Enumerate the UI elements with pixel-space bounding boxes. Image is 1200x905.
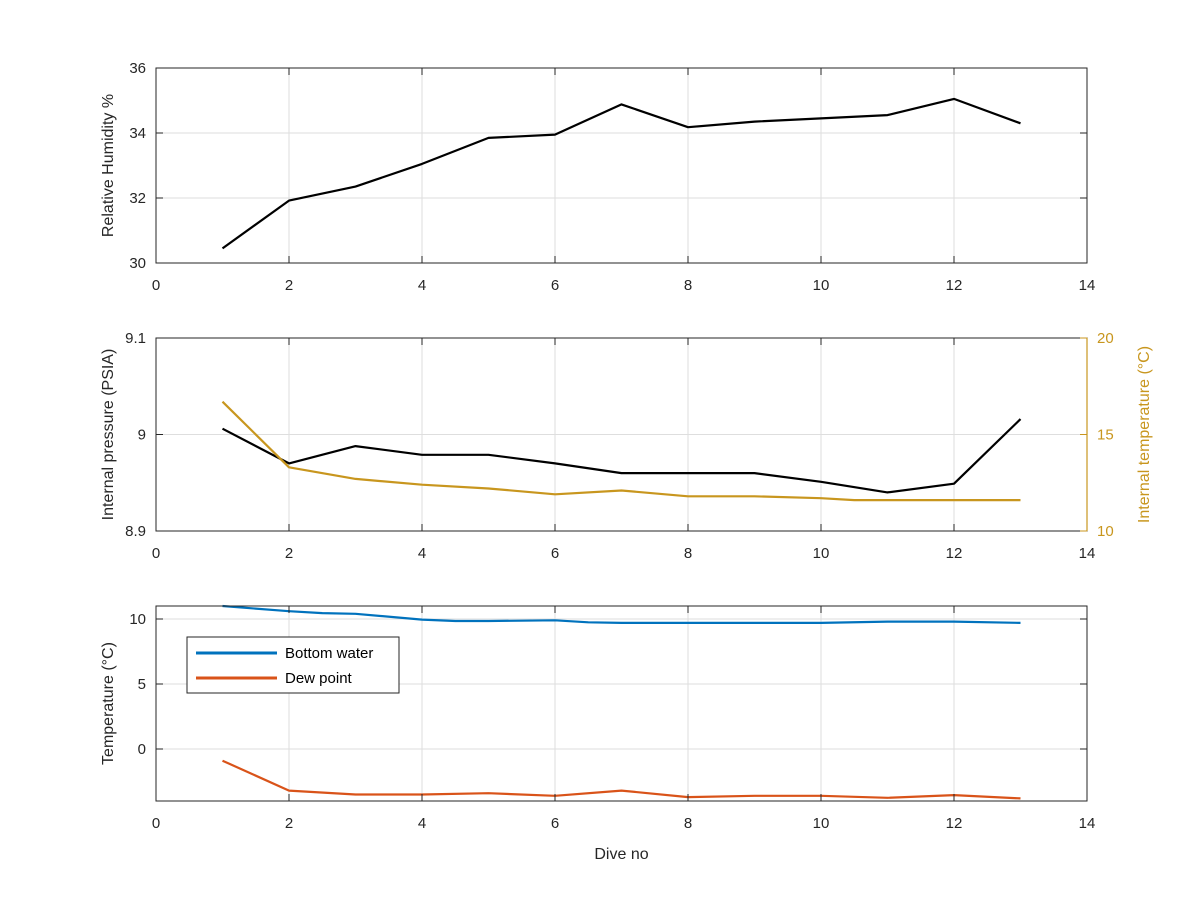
x-axis-label: Dive no <box>594 846 648 863</box>
y-axis-label: Internal pressure (PSIA) <box>100 349 117 521</box>
x-tick-label: 12 <box>946 277 963 294</box>
right-tick-label: 15 <box>1097 427 1114 444</box>
axes-box <box>155 67 1088 264</box>
x-tick-label: 2 <box>285 815 293 832</box>
x-tick-label: 0 <box>152 815 160 832</box>
y-tick-label: 32 <box>129 190 146 207</box>
x-tick-label: 10 <box>813 277 830 294</box>
y-tick-label: 5 <box>138 676 146 693</box>
x-tick-label: 14 <box>1079 545 1096 562</box>
x-tick-label: 2 <box>285 277 293 294</box>
x-tick-label: 0 <box>152 277 160 294</box>
x-tick-label: 10 <box>813 545 830 562</box>
y-axis-label: Temperature (°C) <box>100 642 117 765</box>
x-tick-label: 8 <box>684 277 692 294</box>
legend-box <box>186 636 400 694</box>
series-line-1 <box>221 418 1022 494</box>
right-tick-label: 20 <box>1097 330 1114 347</box>
axes-box <box>155 605 1088 802</box>
x-tick-label: 6 <box>551 277 559 294</box>
y-axis-label: Relative Humidity % <box>100 94 117 237</box>
x-tick-label: 12 <box>946 545 963 562</box>
plot-area <box>156 68 1087 263</box>
x-tick-label: 14 <box>1079 277 1096 294</box>
series-line-2 <box>221 400 1021 502</box>
panel-1: 0 2 4 6 8 10 12 14 30 32 34 36 Relative Humidity % <box>100 60 1095 294</box>
y-tick-label: 10 <box>129 611 146 628</box>
series-line-bottom-water <box>222 604 1021 625</box>
y-tick-label: 9.1 <box>125 330 146 347</box>
x-tick-label: 4 <box>418 277 426 294</box>
series-line-1 <box>221 97 1021 250</box>
right-y-axis-label: Internal temperature (°C) <box>1136 346 1153 523</box>
x-tick-label: 8 <box>684 815 692 832</box>
y-tick-label: 34 <box>129 125 146 142</box>
y-tick-label: 9 <box>138 427 146 444</box>
x-tick-label: 10 <box>813 815 830 832</box>
legend-label: Bottom water <box>285 645 373 662</box>
panel-2: 0 2 4 6 8 10 12 14 8.9 9 9.1 Internal pressure (PSI… <box>100 330 1153 562</box>
x-tick-label: 0 <box>152 545 160 562</box>
legend: Bottom water Dew point <box>186 636 400 694</box>
series-line-dew-point <box>222 759 1021 800</box>
right-tick-label: 10 <box>1097 523 1114 540</box>
x-tick-label: 4 <box>418 815 426 832</box>
plot-area <box>156 606 1087 801</box>
x-tick-label: 12 <box>946 815 963 832</box>
y-tick-label: 30 <box>129 255 146 272</box>
x-tick-label: 6 <box>551 815 559 832</box>
x-tick-label: 2 <box>285 545 293 562</box>
panel-3: 0 2 4 6 8 10 12 14 0 5 10 Temperature (°C) Dive no Bo… <box>100 604 1096 863</box>
x-tick-label: 8 <box>684 545 692 562</box>
y-tick-label: 0 <box>138 741 146 758</box>
y-tick-label: 36 <box>129 60 146 77</box>
x-tick-label: 4 <box>418 545 426 562</box>
x-tick-label: 14 <box>1079 815 1096 832</box>
legend-label: Dew point <box>285 670 353 687</box>
x-tick-label: 6 <box>551 545 559 562</box>
y-tick-label: 8.9 <box>125 523 146 540</box>
